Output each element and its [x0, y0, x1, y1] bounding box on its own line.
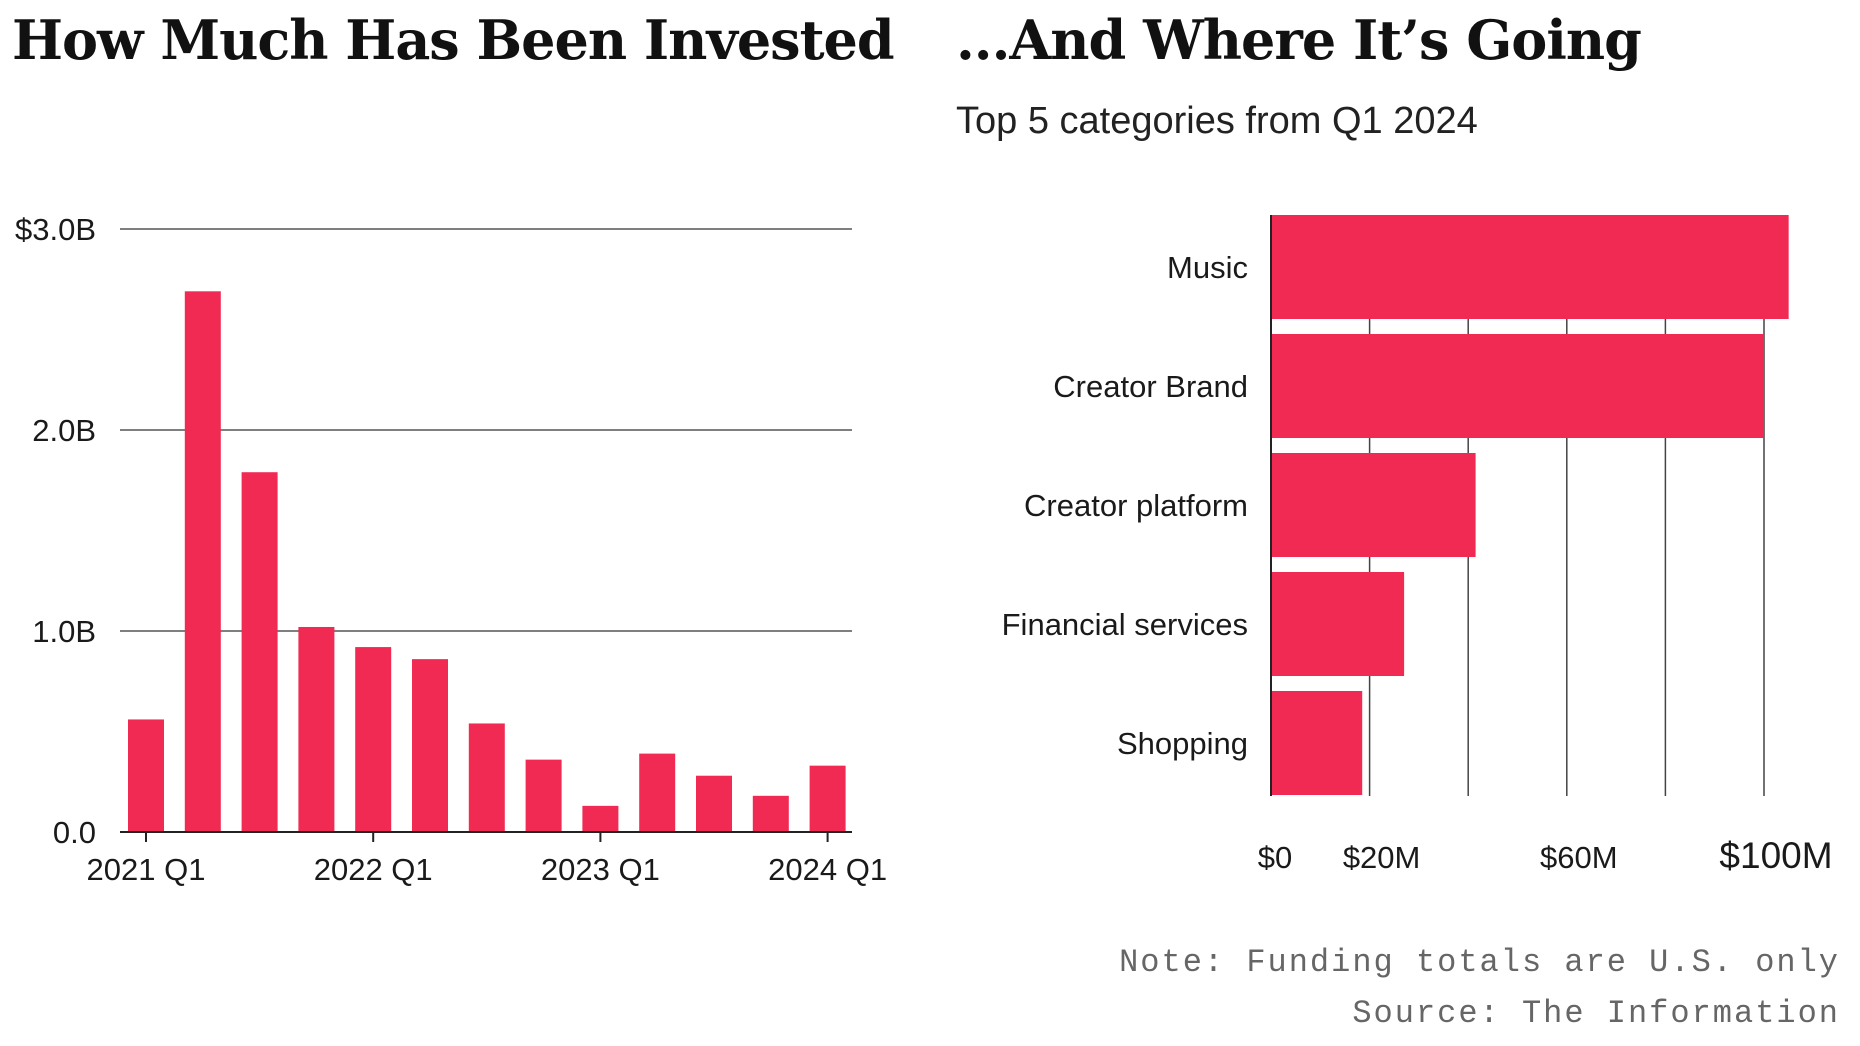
x-tick-label: $60M	[1540, 840, 1618, 875]
bar-2024-q1	[809, 765, 846, 832]
bar-shopping	[1271, 691, 1363, 795]
bar-creator-brand	[1271, 334, 1764, 438]
y-tick-label: 2.0B	[32, 413, 96, 448]
left-chart-title: How Much Has Been Invested	[12, 8, 895, 72]
category-label: Creator Brand	[1053, 369, 1248, 404]
bar-2023-q1	[582, 805, 619, 832]
y-tick-label: $3.0B	[15, 212, 96, 247]
right-chart-subtitle: Top 5 categories from Q1 2024	[956, 100, 1478, 142]
bar-2023-q2	[639, 753, 676, 832]
bar-2021-q1	[128, 719, 164, 832]
right-chart-title: ...And Where It’s Going	[956, 8, 1642, 72]
x-tick-label: 2022 Q1	[314, 852, 433, 887]
bar-2021-q3	[241, 472, 278, 832]
bar-2022-q4	[525, 759, 562, 832]
bar-music	[1271, 215, 1789, 319]
bar-2022-q3	[468, 723, 505, 832]
x-tick-label: $0	[1258, 840, 1292, 875]
bar-creator-platform	[1271, 453, 1476, 557]
y-tick-label: 1.0B	[32, 614, 96, 649]
category-label: Creator platform	[1024, 488, 1248, 523]
bar-2021-q2	[184, 291, 221, 832]
category-label: Financial services	[1002, 607, 1248, 642]
x-tick-label: 2024 Q1	[768, 852, 887, 887]
x-tick-label: $100M	[1719, 835, 1832, 876]
category-label: Shopping	[1117, 726, 1248, 761]
bar-2023-q4	[752, 795, 789, 832]
footnote: Note: Funding totals are U.S. only	[1119, 944, 1840, 981]
source-line: Source: The Information	[1352, 995, 1840, 1032]
x-tick-label: 2023 Q1	[541, 852, 660, 887]
x-tick-label: $20M	[1343, 840, 1421, 875]
bar-2022-q2	[412, 659, 448, 832]
x-tick-label: 2021 Q1	[87, 852, 206, 887]
bar-2021-q4	[298, 626, 335, 832]
category-label: Music	[1167, 250, 1248, 285]
y-tick-label: 0.0	[53, 815, 96, 850]
bar-2023-q3	[696, 775, 732, 832]
bar-financial-services	[1271, 572, 1405, 676]
bar-2022-q1	[355, 647, 392, 832]
